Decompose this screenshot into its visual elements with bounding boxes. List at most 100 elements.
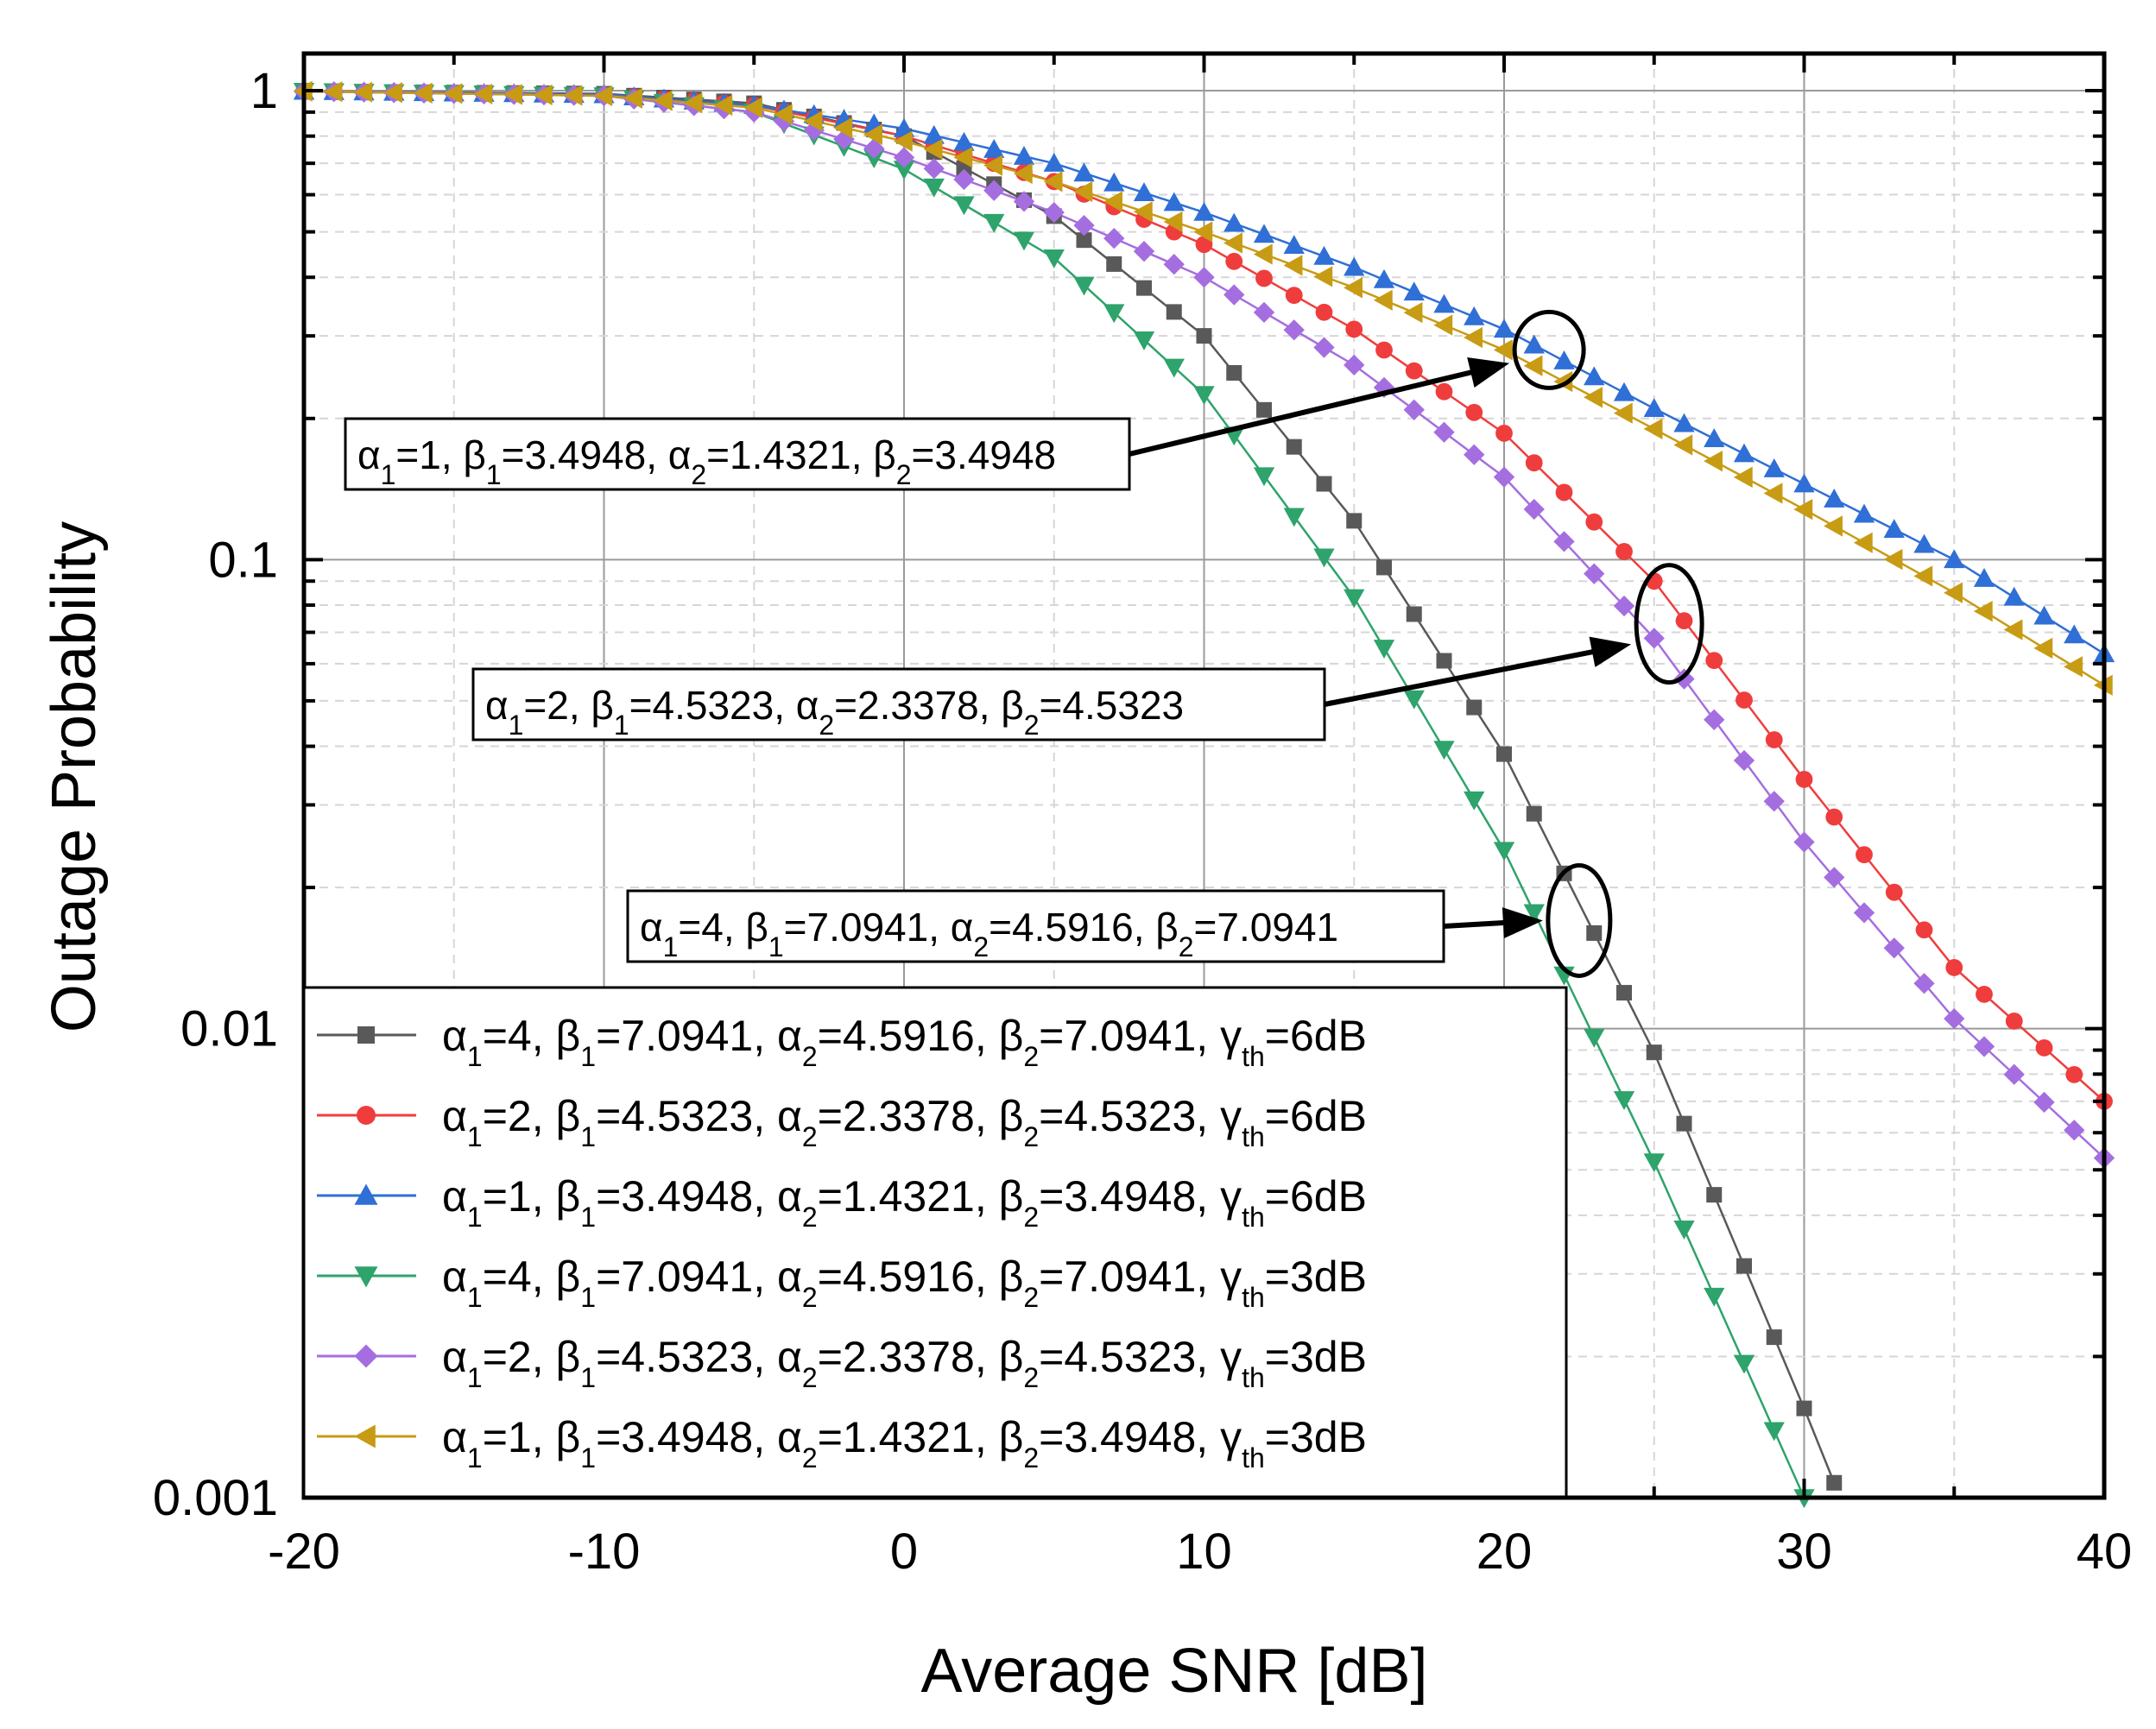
data-point <box>953 168 975 191</box>
data-point <box>1526 805 1542 822</box>
data-point <box>1223 212 1245 232</box>
data-point <box>2035 1038 2053 1057</box>
alpha2: =7.0941, α <box>596 1012 802 1060</box>
data-point <box>1403 281 1425 301</box>
data-point <box>1433 314 1453 336</box>
data-point <box>1793 498 1813 521</box>
data-point <box>1253 243 1273 265</box>
data-point <box>683 92 703 114</box>
data-point <box>1163 192 1185 211</box>
data-point <box>1223 232 1242 254</box>
data-point <box>1883 519 1905 538</box>
data-point <box>1163 358 1185 378</box>
data-point <box>1796 1400 1812 1417</box>
alpha2-subscript: 2 <box>802 1362 818 1393</box>
data-point <box>773 104 793 125</box>
gamma: =7.0941, γ <box>1039 1253 1242 1301</box>
tick-labels: -20 -10 0 10 20 30 40 1 0.1 0.01 0.001 <box>153 63 2132 1580</box>
beta1-subscript: 1 <box>486 459 502 490</box>
data-point <box>1464 791 1485 811</box>
alpha1-subscript: 1 <box>467 1362 483 1393</box>
data-point <box>1705 652 1723 669</box>
gamma-subscript: th <box>1242 1362 1265 1393</box>
beta2: =4.5916, β <box>818 1253 1024 1301</box>
data-point <box>1826 1474 1843 1491</box>
data-point <box>2064 656 2083 678</box>
gamma-subscript: th <box>1242 1442 1265 1473</box>
alpha2: =4.5323, α <box>596 1092 802 1140</box>
gamma-value: =6dB <box>1265 1092 1367 1140</box>
data-point <box>323 81 343 103</box>
data-point <box>1464 306 1485 325</box>
data-point <box>353 81 373 103</box>
data-point <box>1464 326 1483 349</box>
data-point <box>1915 921 1933 939</box>
data-point <box>1225 252 1243 270</box>
data-point <box>1733 749 1755 772</box>
data-point <box>1673 434 1693 456</box>
alpha1: α <box>442 1253 467 1301</box>
alpha2-subscript: 2 <box>973 931 989 962</box>
data-point <box>1103 227 1125 249</box>
data-point <box>1313 266 1333 287</box>
x-tick-label: -20 <box>268 1524 340 1580</box>
data-point <box>503 84 522 105</box>
data-point <box>1043 153 1065 172</box>
beta1-subscript: 1 <box>580 1202 596 1233</box>
data-point <box>1523 334 1545 354</box>
alpha1: α <box>442 1333 467 1381</box>
data-point <box>1824 867 1845 888</box>
data-point <box>1373 640 1395 659</box>
alpha2: =3.4948, α <box>596 1172 802 1221</box>
alpha2-subscript: 2 <box>691 459 706 490</box>
data-point <box>1283 235 1305 254</box>
data-point <box>1704 709 1725 730</box>
data-point <box>1736 1258 1752 1274</box>
data-point <box>1253 224 1275 243</box>
data-point <box>893 161 915 180</box>
data-point <box>1793 831 1815 853</box>
data-point <box>1763 791 1785 812</box>
data-point <box>1133 201 1153 223</box>
data-point <box>1196 328 1212 344</box>
data-point <box>1073 276 1095 296</box>
data-point <box>803 110 823 132</box>
y-tick-label: 1 <box>250 63 278 119</box>
data-point <box>593 85 613 107</box>
data-point <box>1643 398 1665 417</box>
data-point <box>1766 1329 1782 1346</box>
data-point <box>1523 904 1545 924</box>
gamma-subscript: th <box>1242 1121 1265 1152</box>
data-point <box>1013 191 1035 212</box>
alpha1: α <box>640 905 663 950</box>
data-point <box>1223 284 1245 306</box>
data-point <box>743 97 762 118</box>
data-point <box>1553 350 1575 369</box>
series-markers <box>293 80 2115 1509</box>
data-point <box>1976 985 1993 1003</box>
data-point <box>1313 337 1335 358</box>
beta2-subscript: 2 <box>1023 1282 1039 1313</box>
data-point <box>1765 731 1783 748</box>
alpha2: =7.0941, α <box>784 905 974 950</box>
data-point <box>863 123 882 146</box>
data-point <box>1676 1115 1692 1132</box>
data-point <box>1553 531 1575 552</box>
gamma: =3.4948, γ <box>1039 1172 1242 1221</box>
beta1-subscript: 1 <box>580 1041 596 1072</box>
data-point <box>1523 355 1543 376</box>
data-point <box>1706 1187 1723 1203</box>
data-point <box>1433 421 1455 443</box>
data-point <box>357 1026 375 1044</box>
data-point <box>1406 606 1422 622</box>
alpha1-subscript: 1 <box>467 1442 483 1473</box>
data-point <box>953 196 975 216</box>
beta1: =2, β <box>523 683 613 728</box>
data-point <box>1403 302 1423 324</box>
data-point <box>1283 255 1303 276</box>
alpha2-subscript: 2 <box>802 1202 818 1233</box>
beta2: =4.5916, β <box>989 905 1179 950</box>
annotation-box-2 <box>471 667 1326 741</box>
label-text: α1=2, β1=4.5323, α2=2.3378, β2=4.5323 <box>485 683 1184 741</box>
data-point <box>953 147 973 168</box>
